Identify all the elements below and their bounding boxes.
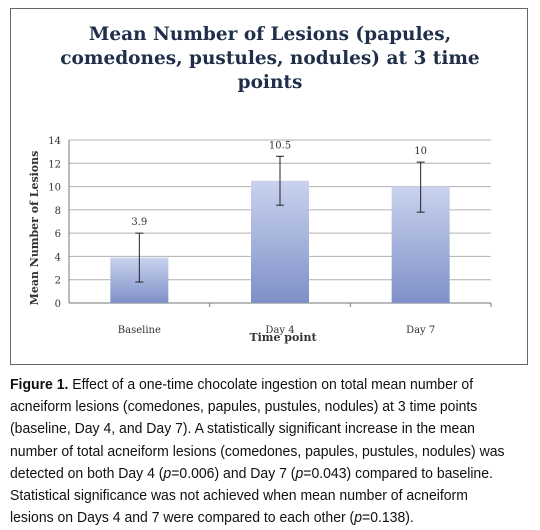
p-symbol: p <box>295 465 304 482</box>
y-axis-label: Mean Number of Lesions <box>28 151 41 306</box>
chart-title-line-3: points <box>237 72 303 93</box>
caption-text-3: =0.043) compared to baseline. Statistica… <box>10 465 493 527</box>
data-label: 10.5 <box>269 140 291 151</box>
y-tick-label: 0 <box>55 299 61 310</box>
x-tick-label: Day 7 <box>406 325 435 336</box>
figure-label: Figure 1. <box>10 377 69 393</box>
chart-title: Mean Number of Lesions (papules, comedon… <box>11 23 529 95</box>
y-tick-label: 10 <box>48 183 61 194</box>
x-tick-label: Baseline <box>118 325 161 336</box>
y-tick-label: 4 <box>55 252 61 263</box>
caption-text-1: Effect of a one-time chocolate ingestion… <box>10 377 505 482</box>
p-symbol: p <box>354 510 363 527</box>
chart-title-line-2: comedones, pustules, nodules) at 3 time <box>60 48 480 69</box>
chart-title-line-1: Mean Number of Lesions (papules, <box>88 24 452 45</box>
bar-chart: Mean Number of Lesions Time point 0 2 4 6 8 1… <box>28 136 492 344</box>
y-tick-label: 8 <box>55 206 61 217</box>
y-tick-label: 12 <box>48 159 61 170</box>
x-axis-label: Time point <box>249 331 317 344</box>
data-label: 10 <box>414 146 427 157</box>
y-tick-label: 6 <box>55 229 61 240</box>
chart-frame: Mean Number of Lesions (papules, comedon… <box>10 8 528 365</box>
y-tick-label: 14 <box>48 136 61 147</box>
figure-caption: Figure 1. Effect of a one-time chocolate… <box>10 374 511 529</box>
caption-text-4: =0.138). <box>362 510 414 527</box>
x-tick-label: Day 4 <box>265 325 294 336</box>
y-tick-label: 2 <box>55 276 61 287</box>
data-label: 3.9 <box>131 217 147 228</box>
caption-text-2: =0.006) and Day 7 ( <box>171 465 296 482</box>
p-symbol: p <box>163 465 172 482</box>
